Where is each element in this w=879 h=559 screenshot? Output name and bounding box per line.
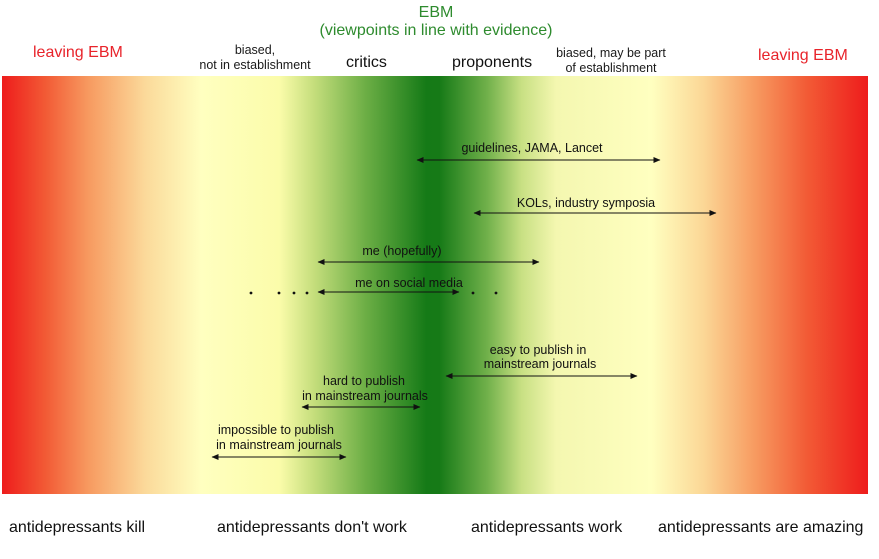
evidence-spectrum-band [2, 76, 868, 494]
proponents-label: proponents [452, 54, 533, 71]
guidelines-range-label: guidelines, JAMA, Lancet [461, 141, 603, 155]
easy-to-publish-label-line2: mainstream journals [483, 357, 597, 371]
easy-to-publish-label-line1: easy to publish in [489, 343, 587, 357]
biased-left-label-line2: not in establishment [199, 58, 311, 72]
social-media-range-label: me on social media [355, 276, 463, 290]
impossible-to-publish-label-line2: in mainstream journals [216, 438, 342, 452]
hard-to-publish-label-line1: hard to publish [322, 374, 406, 388]
hard-to-publish-label-line2: in mainstream journals [302, 389, 428, 403]
ebm-title: EBM [418, 4, 454, 21]
leaving-ebm-left-label: leaving EBM [33, 44, 123, 61]
footer-antidepressants-kill: antidepressants kill [9, 519, 146, 536]
biased-right-label-line2: of establishment [565, 61, 657, 75]
leaving-ebm-right-label: leaving EBM [758, 47, 848, 64]
footer-antidepressants-work: antidepressants work [471, 519, 623, 536]
biased-right-label-line1: biased, may be part [556, 46, 666, 60]
me-range-label: me (hopefully) [362, 244, 442, 258]
social-media-dots-right [471, 291, 498, 295]
social-media-dots-left [249, 291, 309, 295]
impossible-to-publish-label-line1: impossible to publish [217, 423, 335, 437]
footer-antidepressants-dont-work: antidepressants don't work [217, 519, 407, 536]
critics-label: critics [346, 54, 387, 71]
footer-antidepressants-amazing: antidepressants are amazing [658, 519, 864, 536]
kols-range-label: KOLs, industry symposia [516, 196, 656, 210]
biased-left-label-line1: biased, [234, 43, 276, 57]
ebm-subtitle: (viewpoints in line with evidence) [319, 22, 553, 39]
